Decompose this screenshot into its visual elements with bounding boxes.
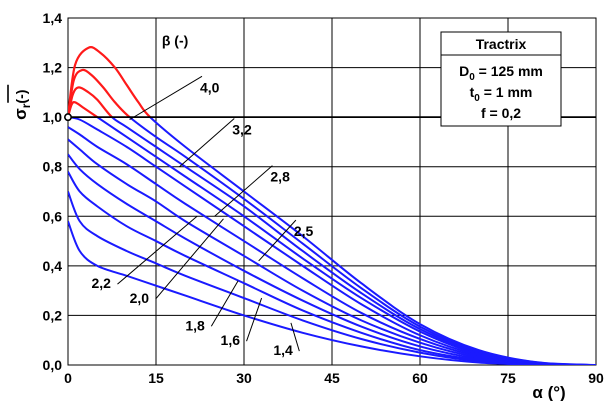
annotation-leader-6 [210,280,239,327]
annotation-leader-8 [290,322,300,352]
y-tick-label: 1,0 [43,109,63,125]
annotation-leader-2 [214,165,273,217]
y-axis-title-subscript: r [19,103,33,108]
series-line-1 [68,191,567,366]
info-box: Tractrix D0 = 125 mm t0 = 1 mm f = 0,2 [440,31,562,127]
y-tick-label: 0,6 [43,208,63,224]
annotation-label-3: 2,5 [294,223,314,239]
annotation-label-5: 2,0 [130,290,150,306]
x-tick-label: 30 [236,370,252,386]
y-tick-label: 0,8 [43,159,63,175]
annotation-leader-0 [129,75,203,121]
info-box-thickness: t0 = 1 mm [470,84,533,104]
series-line-6 [68,117,585,366]
series-line-9 [68,117,591,366]
series-line-2 [68,171,573,366]
x-tick-label: 0 [64,370,72,386]
y-tick-label: 0,0 [43,357,63,373]
legend-title: β (-) [162,32,188,48]
info-box-friction: f = 0,2 [481,105,521,121]
annotation-leader-5 [155,218,224,300]
series-line-3 [68,153,579,366]
x-tick-label: 75 [500,370,516,386]
series-line-4 [68,138,579,366]
series-line-5 [68,126,585,366]
info-box-title: Tractrix [476,36,527,52]
annotation-label-1: 3,2 [232,121,252,137]
series-line-9-above [68,68,132,118]
y-axis-title-unit: (-) [13,90,29,104]
x-axis-title: α (°) [532,383,565,401]
series-annotations: 4,0 3,2 2,8 2,5 2,2 2,0 1,8 1,6 1,4 [91,75,314,358]
x-tick-label: 90 [588,370,604,386]
series-line-7 [68,117,591,366]
info-box-frame [440,31,562,127]
x-tick-label: 45 [324,370,340,386]
series-line-8 [68,117,591,366]
series-line-10 [68,117,596,366]
annotation-label-0: 4,0 [200,79,220,95]
y-tick-label: 0,4 [43,258,63,274]
series-line-10-above [68,46,152,118]
reference-marker [64,113,73,122]
x-tick-label: 60 [412,370,428,386]
annotation-leader-1 [179,118,235,168]
series-line-0 [68,220,561,366]
annotation-label-6: 1,8 [185,317,205,333]
info-box-diameter: D0 = 125 mm [459,63,543,83]
y-axis-title: σr(-) [7,84,33,120]
y-axis-title-symbol: σ [11,108,30,120]
annotation-label-8: 1,4 [273,342,293,358]
annotation-label-2: 2,8 [270,169,290,185]
annotation-label-4: 2,2 [91,275,111,291]
y-tick-label: 1,4 [43,10,63,26]
annotation-leader-4 [117,215,198,285]
annotation-leader-7 [246,297,263,342]
series-line-8-above [68,86,114,118]
annotation-label-7: 1,6 [221,332,241,348]
series-line-7-above [68,101,100,118]
annotation-leader-3 [258,219,297,262]
axis-tick-labels: 0 15 30 45 60 75 90 0,0 0,2 0,4 0,6 0,8 1,0 1,2 1,4 [43,10,604,386]
y-tick-label: 0,2 [43,307,63,323]
series-curves [68,46,596,366]
y-tick-label: 1,2 [43,60,63,76]
svg-text:σr(-): σr(-) [11,90,33,120]
x-tick-label: 15 [148,370,164,386]
